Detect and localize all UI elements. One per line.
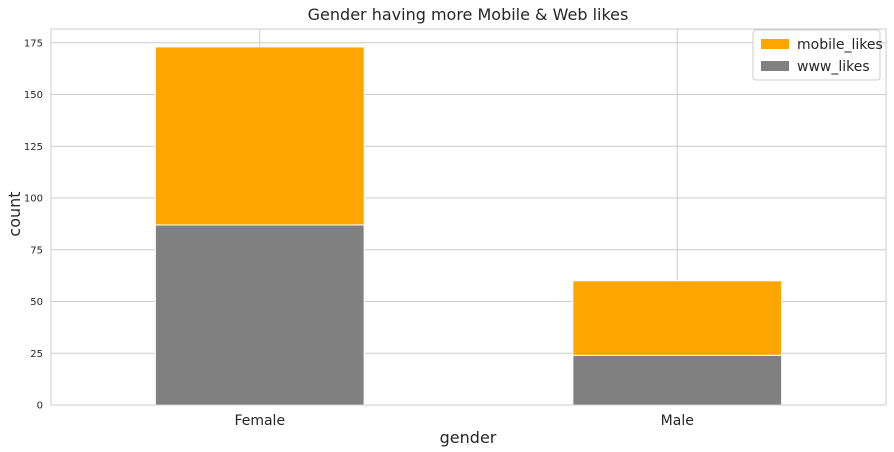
- chart-title: Gender having more Mobile & Web likes: [308, 5, 629, 24]
- legend-label-www-likes: www_likes: [797, 59, 870, 75]
- bar-mobile-likes-female: [154, 46, 365, 226]
- x-tick-label: Male: [661, 413, 694, 429]
- y-tick-label: 125: [24, 142, 43, 153]
- legend-label-mobile-likes: mobile_likes: [797, 37, 883, 53]
- axes: 0 25 50 75 100 125 150 175 Female Male: [24, 28, 887, 429]
- y-axis-label: count: [5, 191, 24, 236]
- y-tick-label: 50: [30, 297, 43, 308]
- plot-frame: [50, 28, 887, 406]
- x-tick-label: Female: [234, 413, 285, 429]
- y-tick-label: 100: [24, 194, 43, 205]
- legend-swatch-mobile-likes: [761, 39, 789, 49]
- y-tick-label: 25: [30, 349, 43, 360]
- legend: mobile_likes www_likes: [752, 29, 883, 81]
- bar-mobile-likes-male: [572, 280, 783, 356]
- legend-swatch-www-likes: [761, 61, 789, 71]
- y-tick-label: 75: [30, 245, 43, 256]
- bar-www-likes-female: [154, 224, 365, 406]
- bar-www-likes-male: [572, 354, 783, 406]
- y-tick-label: 0: [37, 401, 43, 412]
- x-axis-label: gender: [440, 428, 497, 447]
- y-tick-label: 175: [24, 38, 43, 49]
- y-tick-label: 150: [24, 90, 43, 101]
- bars: [154, 46, 783, 406]
